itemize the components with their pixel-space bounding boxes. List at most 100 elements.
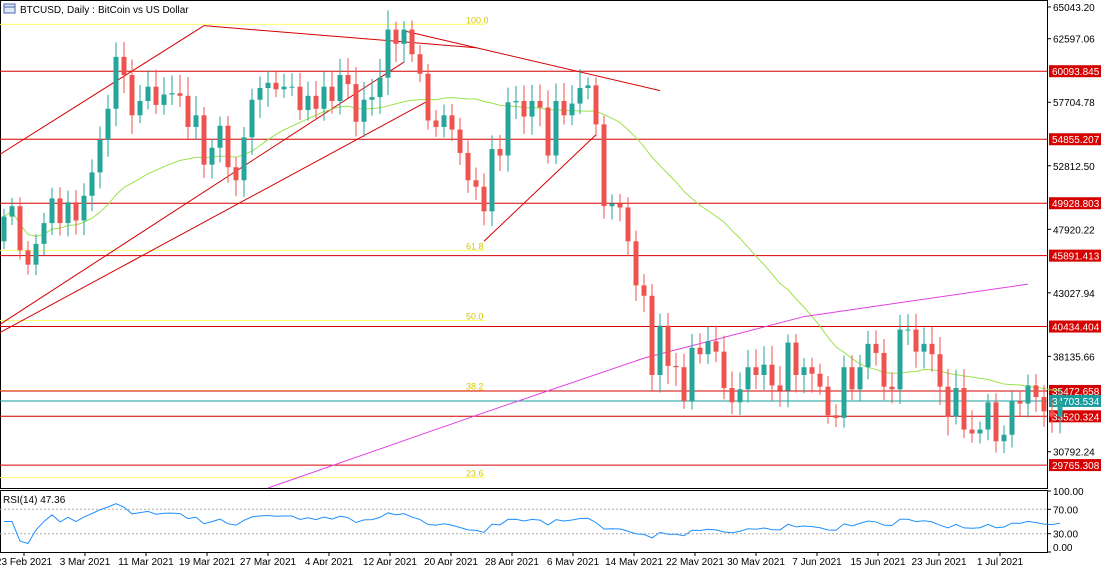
candle-body-118 [945,386,951,417]
candle-body-6 [49,198,55,224]
candle-body-99 [793,342,799,376]
fibonacci-levels: 100.0 61.8 50.0 38.2 23.6 [0,15,489,479]
candle-body-58 [465,152,471,181]
level-tag-1 [1049,133,1101,146]
candle-body-92 [737,389,743,403]
level-tag-0 [1049,65,1101,78]
candle-body-34 [273,82,279,90]
candle-body-41 [329,86,335,101]
candle-body-97 [777,385,783,391]
level-tag-7 [1049,459,1101,472]
candle-body-53 [425,73,431,121]
candle-body-63 [505,102,511,156]
candle-body-23 [185,95,191,127]
price-tick-label-5: 43027.94 [1053,289,1095,300]
date-tick-label-6: 12 Apr 2021 [363,557,417,565]
candle-body-55 [441,115,447,127]
rsi-indicator [0,503,1061,545]
candle-body-76 [609,203,615,207]
candle-body-89 [713,341,719,352]
candle-body-39 [313,95,319,109]
date-tick-label-15: 23 Jun 2021 [911,557,966,565]
candle-body-68 [545,107,551,156]
candle-body-59 [473,180,479,187]
rsi-tick-label-0: 100.00 [1053,487,1084,498]
main-plot-area[interactable] [0,0,1048,489]
candle-body-83 [665,325,671,366]
svg-text:,: , [61,5,64,16]
candle-body-124 [993,402,999,442]
candle-body-100 [801,367,807,376]
window-icon[interactable] [3,3,16,14]
candle-body-12 [97,139,103,173]
candle-body-132 [1057,400,1063,417]
rsi-line [4,503,1061,545]
candle-body-114 [913,329,919,352]
candle-body-116 [929,343,935,355]
fib-label-3: 38.2 [466,382,484,392]
candle-body-13 [105,108,111,140]
candle-body-109 [873,343,879,353]
candle-body-16 [129,75,135,116]
date-axis: 23 Feb 2021 3 Mar 2021 11 Mar 2021 19 Mar 2… [0,552,1024,565]
date-tick-label-2: 11 Mar 2021 [118,557,174,565]
candle-body-11 [89,172,95,196]
svg-text::: : [92,5,95,16]
candle-body-78 [625,207,631,242]
candle-body-79 [633,241,639,286]
candle-body-121 [969,429,975,434]
candle-body-25 [201,115,207,165]
candle-body-85 [681,367,687,401]
level-tag-text-4: 40434.404 [1052,323,1100,334]
level-tag-text-7: 29765.308 [1052,461,1100,472]
candle-body-103 [825,386,831,416]
candle-body-115 [921,343,927,352]
price-tick-label-7: 30792.24 [1053,448,1095,459]
header-symbol: BTCUSD [20,5,61,16]
rsi-tick-label-2: 30.00 [1053,530,1078,541]
trend-line-4 [483,134,597,242]
candle-body-73 [585,85,591,89]
candle-body-2 [17,206,23,251]
candle-body-94 [753,367,759,376]
rsi-tick-label-1: 70.00 [1053,505,1078,516]
candle-body-45 [361,99,367,122]
candle-body-3 [25,250,31,265]
candle-body-49 [393,29,399,44]
candle-body-102 [817,373,823,387]
candle-body-130 [1041,397,1047,412]
price-tick-label-2: 57704.78 [1053,98,1095,109]
candle-body-98 [785,342,791,391]
candle-body-20 [161,94,167,105]
level-tag-3 [1049,249,1101,262]
candle-body-90 [721,351,727,389]
candle-body-24 [193,115,199,127]
rsi-plot-area[interactable] [0,490,1048,553]
candle-body-38 [305,95,311,111]
candle-body-93 [745,367,751,390]
current-price-text: 34703.534 [1052,397,1100,408]
candle-body-71 [569,103,575,116]
candle-body-70 [561,100,567,116]
level-tag-text-0: 60093.845 [1052,67,1100,78]
candle-body-10 [81,195,87,221]
price-tick-label-6: 38135.66 [1053,352,1095,363]
trend-lines [0,25,661,334]
date-tick-label-12: 30 May 2021 [727,557,785,565]
candle-body-74 [593,85,599,125]
candle-body-31 [249,99,255,138]
candle-body-44 [353,84,359,122]
candle-body-1 [9,206,15,217]
candle-body-106 [849,367,855,390]
candles [1,10,1063,454]
candle-body-131 [1049,411,1055,417]
level-tag-text-2: 49928.803 [1052,199,1100,210]
candle-body-51 [409,29,415,55]
candle-body-30 [241,137,247,181]
candle-body-8 [65,202,71,224]
candle-body-96 [769,364,775,386]
candle-body-7 [57,198,63,224]
candle-body-129 [1033,385,1039,398]
candle-body-9 [73,202,79,221]
